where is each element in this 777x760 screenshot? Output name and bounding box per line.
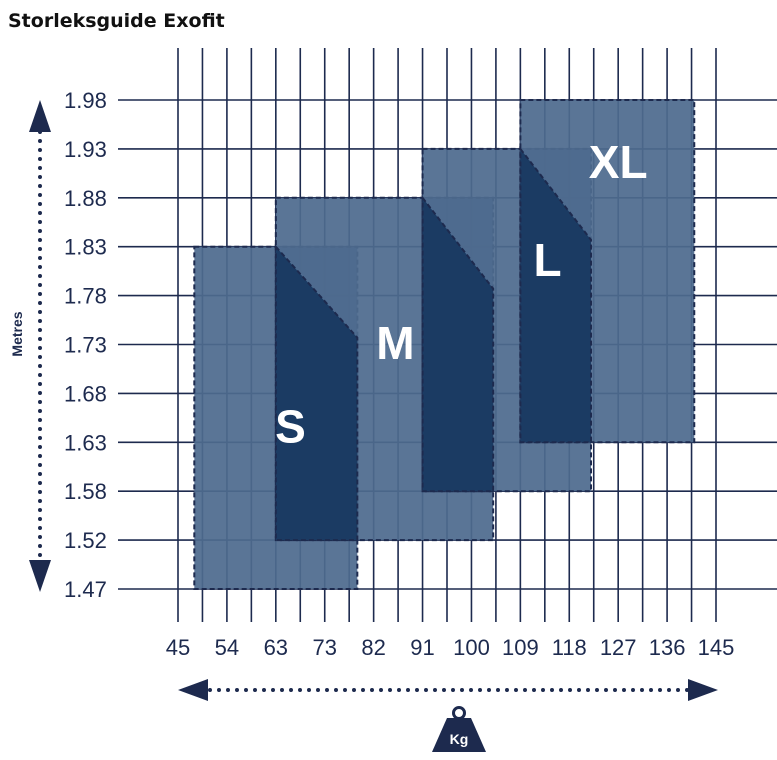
y-tick-label: 1.98 xyxy=(64,88,107,113)
down-arrow-icon xyxy=(29,560,51,592)
height-axis-indicator: Metres xyxy=(9,100,51,592)
y-tick-label: 1.78 xyxy=(64,284,107,309)
x-tick-label: 100 xyxy=(453,635,490,660)
right-arrow-icon xyxy=(688,679,718,701)
y-tick-label: 1.47 xyxy=(64,577,107,602)
page-title: Storleksguide Exofit xyxy=(8,10,225,32)
size-label-l: L xyxy=(533,234,561,286)
x-tick-label: 91 xyxy=(410,635,434,660)
y-tick-label: 1.83 xyxy=(64,235,107,260)
x-tick-label: 109 xyxy=(502,635,539,660)
x-tick-label: 73 xyxy=(312,635,336,660)
weight-axis-indicator xyxy=(178,679,718,701)
y-tick-label: 1.52 xyxy=(64,528,107,553)
x-tick-label: 145 xyxy=(698,635,735,660)
y-tick-label: 1.93 xyxy=(64,137,107,162)
x-tick-label: 127 xyxy=(600,635,637,660)
size-label-m: M xyxy=(376,317,414,369)
x-tick-label: 54 xyxy=(215,635,239,660)
y-tick-labels: 1.47 1.52 1.58 1.63 1.68 1.73 1.78 1.83 1.88 1.93… xyxy=(64,88,107,602)
overlap-region xyxy=(519,145,593,444)
size-labels: S M L XL xyxy=(275,136,647,452)
size-label-s: S xyxy=(275,400,306,452)
x-tick-label: 63 xyxy=(264,635,288,660)
weight-icon: Kg xyxy=(432,706,486,752)
left-arrow-icon xyxy=(178,679,208,701)
weight-unit-label: Kg xyxy=(450,731,469,747)
x-tick-label: 82 xyxy=(361,635,385,660)
y-tick-label: 1.63 xyxy=(64,430,107,455)
overlap-region xyxy=(421,194,495,493)
y-tick-label: 1.73 xyxy=(64,333,107,358)
size-label-xl: XL xyxy=(589,136,648,188)
y-axis-title: Metres xyxy=(9,311,25,356)
y-tick-label: 1.58 xyxy=(64,479,107,504)
up-arrow-icon xyxy=(29,100,51,132)
overlap-region xyxy=(274,244,359,542)
y-tick-label: 1.88 xyxy=(64,186,107,211)
overlap-regions xyxy=(274,145,593,542)
y-tick-label: 1.68 xyxy=(64,381,107,406)
x-tick-label: 45 xyxy=(166,635,190,660)
x-tick-label: 118 xyxy=(552,635,587,660)
x-tick-labels: 45 54 63 73 82 91 100 109 118 127 136 145 xyxy=(166,635,735,660)
x-tick-label: 136 xyxy=(649,635,686,660)
